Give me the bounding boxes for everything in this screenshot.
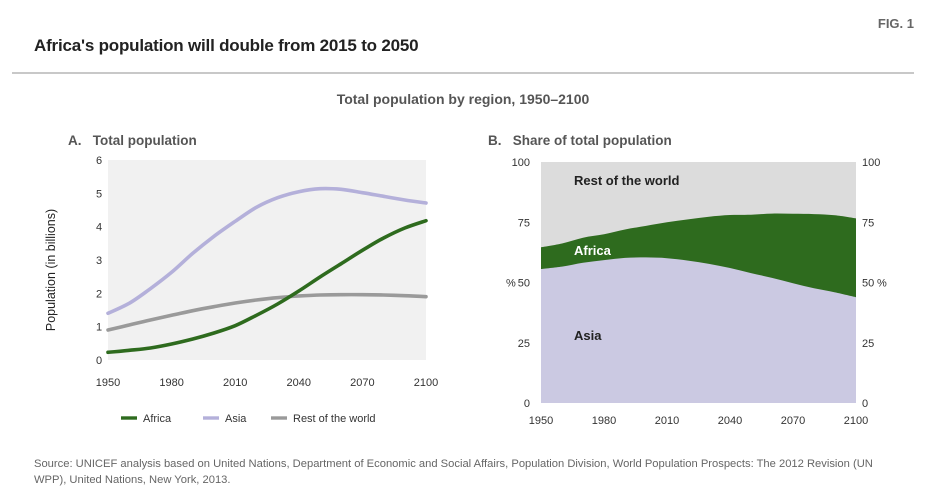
panel-b-title: Share of total population bbox=[512, 133, 672, 148]
y-tick-label: 1 bbox=[96, 322, 102, 334]
y-tick-label: 5 bbox=[96, 188, 102, 200]
panel-a-title: Total population bbox=[92, 133, 197, 148]
y-tick-label: 6 bbox=[96, 155, 102, 167]
x-tick-label: 2100 bbox=[414, 377, 438, 389]
panel-a-heading: A. Total population bbox=[68, 133, 197, 148]
series-line-africa bbox=[106, 218, 428, 355]
legend-label-rest-of-the-world: Rest of the world bbox=[293, 413, 376, 425]
x-tick-label: 1980 bbox=[159, 377, 183, 389]
x-tick-label: 2070 bbox=[350, 377, 374, 389]
y-axis-label: Population (in billions) bbox=[44, 209, 58, 331]
y-tick-label: 2 bbox=[96, 288, 102, 300]
series-line-asia bbox=[106, 186, 428, 316]
y-tick-label: 0 bbox=[96, 355, 102, 367]
series-line-rest-of-the-world bbox=[106, 292, 428, 332]
legend-label-asia: Asia bbox=[225, 413, 247, 425]
x-tick-label: 2040 bbox=[287, 377, 311, 389]
y-tick-label: 3 bbox=[96, 255, 102, 267]
panel-b-letter: B. bbox=[488, 133, 502, 148]
figure-label: FIG. 1 bbox=[877, 16, 914, 31]
page-title: Africa's population will double from 201… bbox=[34, 36, 419, 55]
x-tick-label: 2010 bbox=[223, 377, 247, 389]
plot-area bbox=[108, 160, 426, 360]
chart-subtitle: Total population by region, 1950–2100 bbox=[336, 91, 590, 107]
panel-a-letter: A. bbox=[68, 133, 82, 148]
source-note: Source: UNICEF analysis based on United … bbox=[34, 458, 873, 486]
y-tick-label: 4 bbox=[96, 222, 102, 234]
panel-b-heading: B. Share of total population bbox=[488, 133, 672, 148]
legend-label-africa: Africa bbox=[143, 413, 172, 425]
x-tick-label: 1950 bbox=[96, 377, 120, 389]
title-divider bbox=[12, 72, 914, 74]
